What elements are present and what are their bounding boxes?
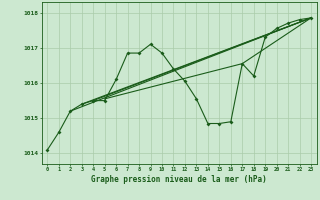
X-axis label: Graphe pression niveau de la mer (hPa): Graphe pression niveau de la mer (hPa) (91, 175, 267, 184)
